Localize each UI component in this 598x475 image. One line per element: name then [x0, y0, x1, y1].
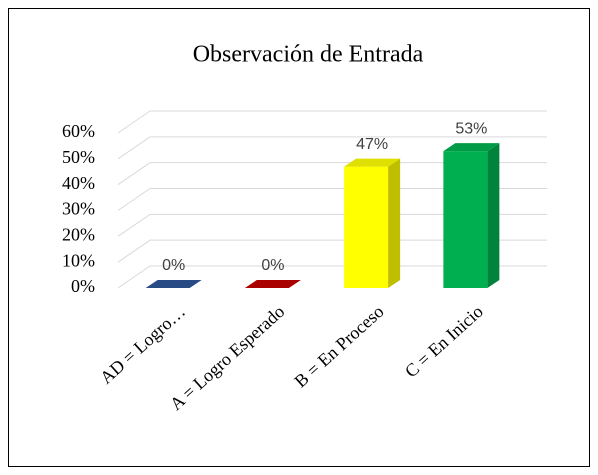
bar [145, 280, 202, 288]
bar-side [388, 158, 401, 288]
y-tick-label: 20% [62, 224, 95, 244]
grid-line [117, 239, 547, 263]
grid-line [117, 265, 547, 289]
bar-side [487, 143, 500, 288]
grid-line [117, 188, 547, 211]
bar [344, 158, 401, 288]
y-tick-label: 10% [62, 250, 95, 270]
chart-title: Observación de Entrada [193, 42, 424, 68]
bar-top [244, 280, 301, 288]
grid-line [117, 136, 547, 160]
data-label: 0% [261, 257, 284, 274]
y-tick-label: 0% [71, 276, 95, 296]
bar-front [443, 151, 488, 288]
data-label: 0% [162, 257, 185, 274]
bar-front [344, 166, 389, 288]
data-label: 47% [356, 136, 388, 153]
chart-frame [8, 8, 590, 467]
bar [244, 280, 301, 288]
grid-line [117, 213, 547, 237]
data-label: 53% [455, 120, 487, 137]
bar-top [145, 280, 202, 288]
grid-line [117, 110, 547, 134]
y-tick-label: 40% [62, 173, 95, 193]
y-tick-label: 50% [62, 147, 95, 167]
grid-line [117, 162, 547, 186]
y-tick-label: 60% [62, 121, 95, 141]
bar [443, 143, 500, 288]
y-tick-label: 30% [62, 199, 95, 219]
bar-top [443, 143, 500, 152]
bar-top [344, 158, 401, 167]
